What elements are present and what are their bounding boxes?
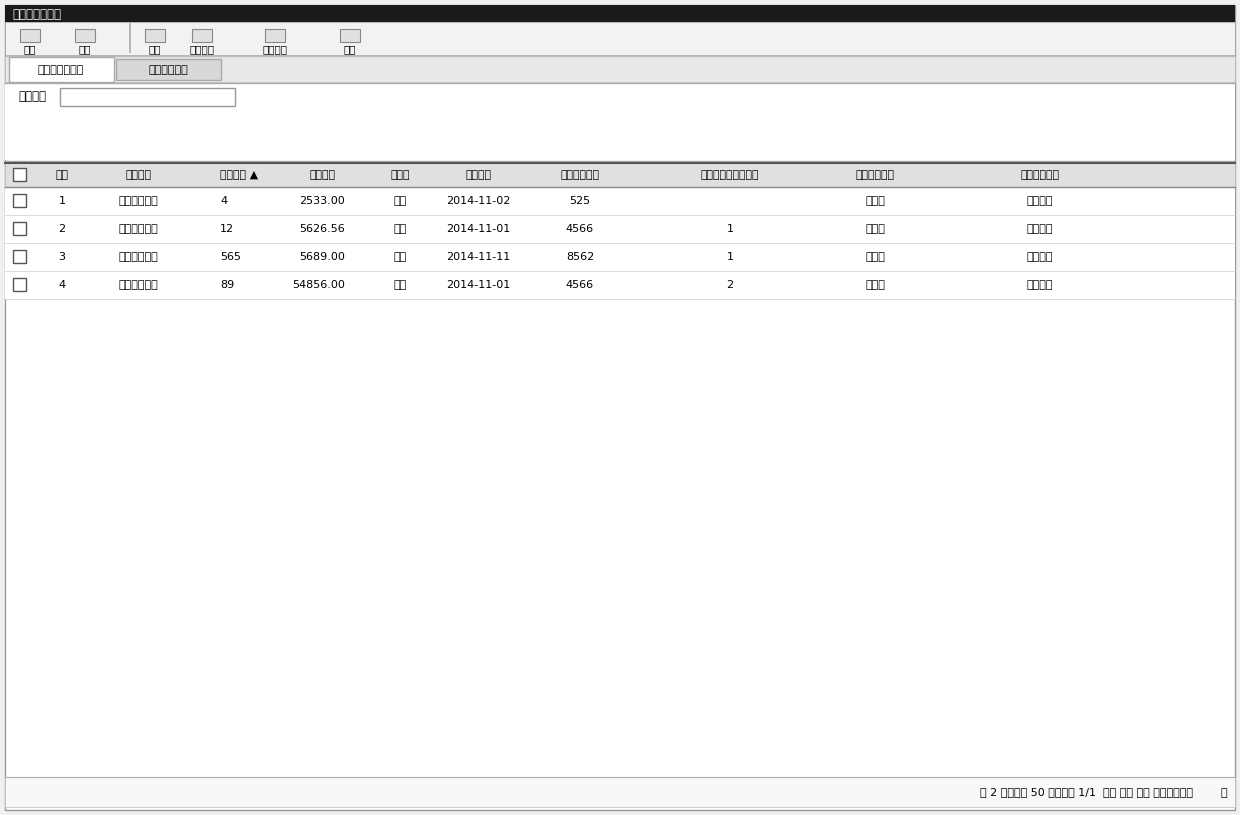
Text: 对应单据编号: 对应单据编号 [560, 170, 599, 180]
Text: 4: 4 [58, 280, 66, 290]
Text: 2014-11-11: 2014-11-11 [446, 252, 510, 262]
Text: 525: 525 [569, 196, 590, 206]
Text: 制证人: 制证人 [391, 170, 409, 180]
Text: 2014-11-01: 2014-11-01 [446, 280, 510, 290]
Bar [117, 59, 221, 80]
Text: 清空记录: 清空记录 [263, 44, 288, 54]
Text: 凭证金额: 凭证金额 [309, 170, 335, 180]
Text: 8562: 8562 [565, 252, 594, 262]
Text: 归档打印状态: 归档打印状态 [856, 170, 894, 180]
Text: 89: 89 [219, 280, 234, 290]
Text: 导出: 导出 [79, 44, 92, 54]
Text: 4566: 4566 [565, 224, 594, 234]
Bar [5, 22, 1235, 55]
Text: 1: 1 [727, 224, 734, 234]
Text: 1: 1 [58, 196, 66, 206]
Text: 已打印: 已打印 [866, 196, 885, 206]
Bar [5, 187, 1235, 215]
Text: 5626.56: 5626.56 [299, 224, 345, 234]
Text: 扫描二维码打印: 扫描二维码打印 [37, 65, 84, 75]
Text: 共 2 条，每页 50 条，页码 1/1  首页 上页 下页 末页，跳到第        页: 共 2 条，每页 50 条，页码 1/1 首页 上页 下页 末页，跳到第 页 [981, 787, 1228, 797]
Text: 已打印: 已打印 [866, 280, 885, 290]
Text: 制证日期: 制证日期 [465, 170, 491, 180]
Text: 打印设置: 打印设置 [190, 44, 215, 54]
Bar [5, 243, 1235, 271]
Text: 54856.00: 54856.00 [293, 280, 345, 290]
Text: 国电江西: 国电江西 [1027, 280, 1053, 290]
Bar [5, 777, 1235, 807]
Text: 5689.00: 5689.00 [299, 252, 345, 262]
Bar [5, 5, 1235, 22]
Text: 通过批量打印: 通过批量打印 [148, 65, 188, 75]
Bar [60, 88, 236, 106]
Bar [5, 83, 1235, 160]
Text: 凭证单打印管理: 凭证单打印管理 [12, 7, 61, 20]
Text: 二维码：: 二维码： [19, 90, 46, 104]
Text: 序号: 序号 [56, 170, 68, 180]
Text: 打印: 打印 [149, 44, 161, 54]
Text: 国电贵州本部: 国电贵州本部 [118, 224, 157, 234]
Text: 陈丰: 陈丰 [393, 224, 407, 234]
Bar [12, 278, 26, 291]
Bar [5, 163, 1235, 187]
Text: 国电江西: 国电江西 [1027, 196, 1053, 206]
Text: 国电贵州本部: 国电贵州本部 [118, 252, 157, 262]
Text: 565: 565 [219, 252, 241, 262]
Text: 单据发起单位: 单据发起单位 [1021, 170, 1059, 180]
Bar [12, 222, 26, 235]
Bar [5, 56, 1235, 82]
Text: 单据挂账项行回单数: 单据挂账项行回单数 [701, 170, 759, 180]
Bar [145, 29, 165, 42]
Text: 退出: 退出 [343, 44, 356, 54]
Bar [5, 271, 1235, 299]
Bar [20, 29, 40, 42]
Bar [74, 29, 95, 42]
Text: 陈丰: 陈丰 [393, 280, 407, 290]
Text: 穿透: 穿透 [24, 44, 36, 54]
Bar [340, 29, 360, 42]
Bar [12, 168, 26, 181]
Bar [265, 29, 285, 42]
Text: 陈丰: 陈丰 [393, 252, 407, 262]
Text: 已打印: 已打印 [866, 224, 885, 234]
Text: 国电贵州本部: 国电贵州本部 [118, 196, 157, 206]
Text: 2014-11-01: 2014-11-01 [446, 224, 510, 234]
Text: 国电织金: 国电织金 [1027, 224, 1053, 234]
Text: 2: 2 [727, 280, 734, 290]
Text: 国电安顺: 国电安顺 [1027, 252, 1053, 262]
Text: 国电贵州本部: 国电贵州本部 [118, 280, 157, 290]
Bar [192, 29, 212, 42]
Text: 4566: 4566 [565, 280, 594, 290]
Text: 已打印: 已打印 [866, 252, 885, 262]
Text: 凭证编号 ▲: 凭证编号 ▲ [219, 170, 258, 180]
Text: 1: 1 [727, 252, 734, 262]
Text: 4: 4 [219, 196, 227, 206]
Bar [12, 194, 26, 207]
Text: 12: 12 [219, 224, 234, 234]
Text: 2: 2 [58, 224, 66, 234]
Bar [9, 57, 114, 82]
Text: 2533.00: 2533.00 [299, 196, 345, 206]
Bar [12, 250, 26, 263]
Bar [5, 215, 1235, 243]
Text: 3: 3 [58, 252, 66, 262]
Text: 2014-11-02: 2014-11-02 [446, 196, 510, 206]
Text: 陈丰: 陈丰 [393, 196, 407, 206]
Text: 共享中心: 共享中心 [125, 170, 151, 180]
